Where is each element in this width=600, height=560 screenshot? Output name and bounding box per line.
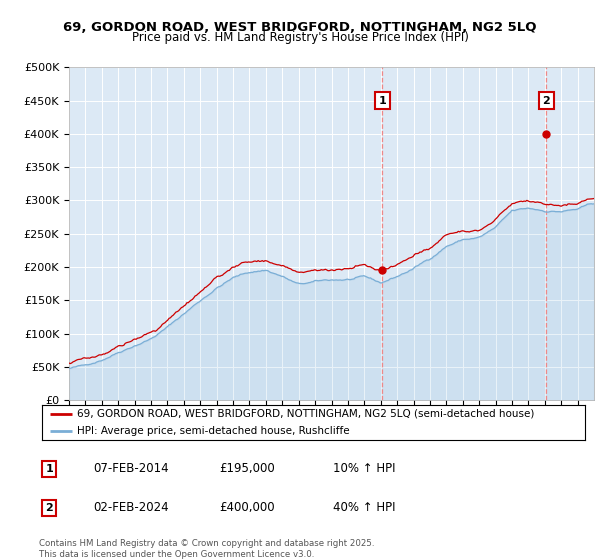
Text: Price paid vs. HM Land Registry's House Price Index (HPI): Price paid vs. HM Land Registry's House … xyxy=(131,31,469,44)
Text: 40% ↑ HPI: 40% ↑ HPI xyxy=(333,501,395,515)
Text: 1: 1 xyxy=(46,464,53,474)
Text: HPI: Average price, semi-detached house, Rushcliffe: HPI: Average price, semi-detached house,… xyxy=(77,426,350,436)
Text: 10% ↑ HPI: 10% ↑ HPI xyxy=(333,462,395,475)
Text: 69, GORDON ROAD, WEST BRIDGFORD, NOTTINGHAM, NG2 5LQ (semi-detached house): 69, GORDON ROAD, WEST BRIDGFORD, NOTTING… xyxy=(77,409,535,418)
Text: 02-FEB-2024: 02-FEB-2024 xyxy=(93,501,169,515)
Text: £195,000: £195,000 xyxy=(219,462,275,475)
Text: 2: 2 xyxy=(542,96,550,105)
Text: 1: 1 xyxy=(379,96,386,105)
Text: 2: 2 xyxy=(46,503,53,513)
Text: 69, GORDON ROAD, WEST BRIDGFORD, NOTTINGHAM, NG2 5LQ: 69, GORDON ROAD, WEST BRIDGFORD, NOTTING… xyxy=(63,21,537,34)
Text: 07-FEB-2014: 07-FEB-2014 xyxy=(93,462,169,475)
Text: Contains HM Land Registry data © Crown copyright and database right 2025.
This d: Contains HM Land Registry data © Crown c… xyxy=(39,539,374,559)
Text: £400,000: £400,000 xyxy=(219,501,275,515)
